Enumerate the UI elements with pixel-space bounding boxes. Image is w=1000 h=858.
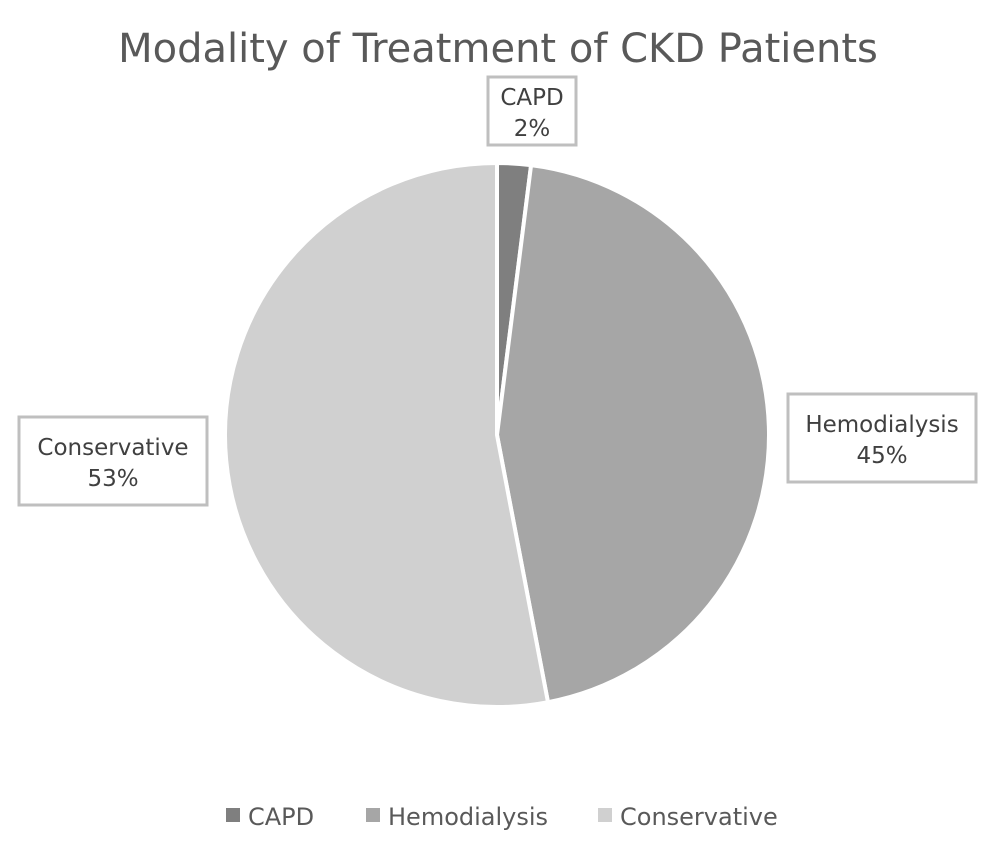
legend-item-conservative: Conservative — [598, 803, 778, 831]
legend-label: Conservative — [620, 803, 778, 831]
legend: CAPD Hemodialysis Conservative — [226, 803, 778, 831]
data-label-hemodialysis: Hemodialysis 45% — [786, 392, 978, 484]
data-label-category: Hemodialysis — [805, 412, 958, 438]
legend-label: Hemodialysis — [388, 803, 548, 831]
data-labels: CAPD 2% Hemodialysis 45% Conservative 53% — [17, 75, 978, 507]
pie-slices — [223, 161, 771, 709]
data-label-conservative: Conservative 53% — [17, 415, 209, 507]
data-label-capd: CAPD 2% — [486, 75, 578, 147]
pie-slice-hemodialysis — [495, 163, 771, 705]
legend-label: CAPD — [248, 803, 314, 831]
legend-item-capd: CAPD — [226, 803, 314, 831]
data-label-percent: 45% — [856, 443, 907, 469]
pie-slice-conservative — [223, 161, 550, 709]
data-label-category: Conservative — [37, 435, 188, 461]
data-label-percent: 2% — [514, 116, 551, 142]
legend-swatch — [598, 808, 612, 822]
legend-swatch — [366, 808, 380, 822]
data-label-box — [486, 75, 578, 147]
data-label-percent: 53% — [87, 466, 138, 492]
legend-swatch — [226, 808, 240, 822]
data-label-box — [17, 415, 209, 507]
legend-item-hemodialysis: Hemodialysis — [366, 803, 548, 831]
data-label-box — [786, 392, 978, 484]
chart-title: Modality of Treatment of CKD Patients — [118, 26, 878, 72]
data-label-category: CAPD — [500, 85, 563, 111]
